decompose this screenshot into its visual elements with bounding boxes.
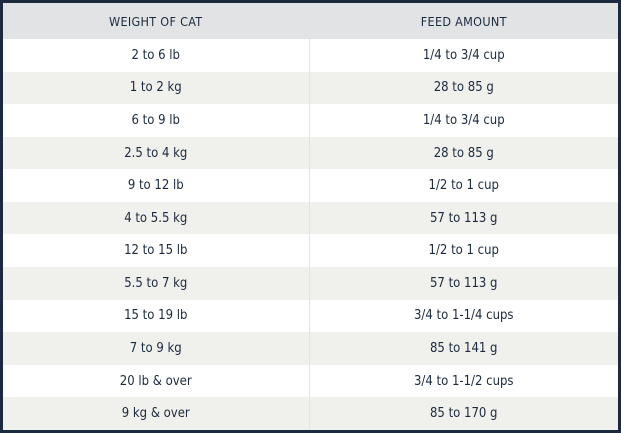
cat-weight-cell: 4 to 5.5 kg	[3, 201, 309, 235]
header-row: WEIGHT OF CAT FEED AMOUNT	[3, 3, 618, 39]
feed-amount-cell: 3/4 to 1-1/4 cups	[308, 299, 618, 333]
table-row: 20 lb & over 3/4 to 1-1/2 cups	[3, 364, 618, 398]
cat-weight-cell: 12 to 15 lb	[3, 234, 309, 268]
cat-weight-cell: 2.5 to 4 kg	[3, 136, 309, 170]
table-row: 2.5 to 4 kg 28 to 85 g	[3, 136, 618, 170]
cat-weight-cell: 6 to 9 lb	[3, 104, 309, 137]
feed-amount-cell: 28 to 85 g	[308, 71, 618, 105]
feed-amount-cell: 3/4 to 1-1/2 cups	[308, 364, 618, 398]
cat-weight-cell: 9 kg & over	[3, 397, 309, 430]
table-row: 15 to 19 lb 3/4 to 1-1/4 cups	[3, 299, 618, 333]
feed-amount-cell: 57 to 113 g	[308, 267, 618, 300]
table-row: 7 to 9 kg 85 to 141 g	[3, 332, 618, 365]
cat-weight-cell: 9 to 12 lb	[3, 169, 309, 202]
feed-amount-cell: 85 to 170 g	[308, 397, 618, 430]
feed-amount-cell: 28 to 85 g	[308, 136, 618, 170]
table-body: 2 to 6 lb 1/4 to 3/4 cup 1 to 2 kg 28 to 85…	[3, 39, 618, 430]
feed-amount-cell: 1/2 to 1 cup	[308, 234, 618, 268]
feed-amount-cell: 1/4 to 3/4 cup	[308, 104, 618, 137]
feeding-table: WEIGHT OF CAT FEED AMOUNT 2 to 6 lb 1/4 t…	[3, 3, 618, 430]
header-weight-of-cat: WEIGHT OF CAT	[3, 3, 309, 39]
table-row: 12 to 15 lb 1/2 to 1 cup	[3, 234, 618, 268]
table-row: 1 to 2 kg 28 to 85 g	[3, 71, 618, 105]
table-row: 5.5 to 7 kg 57 to 113 g	[3, 267, 618, 300]
cat-weight-cell: 15 to 19 lb	[3, 299, 309, 333]
cat-weight-cell: 5.5 to 7 kg	[3, 267, 309, 300]
feed-amount-cell: 1/4 to 3/4 cup	[308, 39, 618, 72]
cat-weight-cell: 7 to 9 kg	[3, 332, 309, 365]
feed-amount-cell: 85 to 141 g	[308, 332, 618, 365]
table-row: 2 to 6 lb 1/4 to 3/4 cup	[3, 39, 618, 72]
table-row: 9 to 12 lb 1/2 to 1 cup	[3, 169, 618, 202]
table-header: WEIGHT OF CAT FEED AMOUNT	[3, 3, 618, 39]
cat-weight-cell: 1 to 2 kg	[3, 71, 309, 105]
feed-amount-cell: 57 to 113 g	[308, 201, 618, 235]
feed-amount-cell: 1/2 to 1 cup	[308, 169, 618, 202]
header-feed-amount: FEED AMOUNT	[308, 3, 618, 39]
table-row: 6 to 9 lb 1/4 to 3/4 cup	[3, 104, 618, 137]
cat-weight-cell: 2 to 6 lb	[3, 39, 309, 72]
cat-weight-cell: 20 lb & over	[3, 364, 309, 398]
table-row: 4 to 5.5 kg 57 to 113 g	[3, 201, 618, 235]
table-row: 9 kg & over 85 to 170 g	[3, 397, 618, 430]
